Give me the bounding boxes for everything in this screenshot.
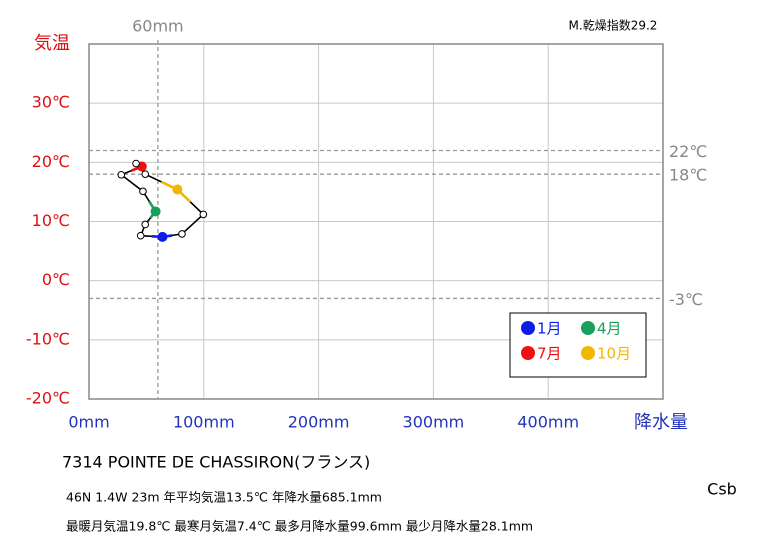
plot-frame <box>88 43 664 400</box>
x-tick-label: 100mm <box>173 413 235 432</box>
info-line: 最暖月気温19.8℃ 最寒月気温7.4℃ 最多月降水量99.6mm 最少月降水量… <box>66 519 533 534</box>
legend-label: 4月 <box>597 320 622 338</box>
x-axis-label: 降水量 <box>634 412 688 433</box>
reference-label: 18℃ <box>669 166 707 185</box>
x-tick-label: 0mm <box>68 413 109 432</box>
reference-label: -3℃ <box>669 290 703 309</box>
y-tick-label: -10℃ <box>26 329 70 348</box>
month-point <box>141 220 150 229</box>
climate-class: Csb <box>707 480 737 499</box>
reference-label: 60mm <box>132 17 184 36</box>
y-tick-label: 10℃ <box>32 211 70 230</box>
legend-marker <box>521 346 535 360</box>
y-tick-label: 30℃ <box>32 93 70 112</box>
month-point <box>172 184 183 195</box>
month-point <box>178 230 186 238</box>
legend-label: 1月 <box>537 320 562 338</box>
month-point <box>136 231 145 240</box>
info-line: 46N 1.4W 23m 年平均気温13.5℃ 年降水量685.1mm <box>66 490 382 505</box>
chart-title: 7314 POINTE DE CHASSIRON(フランス) <box>62 453 370 472</box>
legend-label: 7月 <box>537 345 562 363</box>
x-tick-label: 400mm <box>517 413 579 432</box>
y-tick-label: 0℃ <box>42 270 70 289</box>
legend-marker <box>581 321 595 335</box>
month-point <box>199 210 208 219</box>
y-tick-label: 20℃ <box>32 152 70 171</box>
month-point <box>117 170 126 179</box>
reference-label: 22℃ <box>669 142 707 161</box>
month-point <box>150 206 161 217</box>
x-tick-label: 300mm <box>403 413 465 432</box>
x-tick-label: 200mm <box>288 413 350 432</box>
month-point <box>132 159 140 168</box>
month-point <box>141 170 150 178</box>
legend-marker <box>521 321 535 335</box>
month-point <box>139 187 147 196</box>
y-tick-label: -20℃ <box>26 389 70 408</box>
legend-marker <box>581 346 595 360</box>
aridity-index: M.乾燥指数29.2 <box>569 18 658 33</box>
y-axis-label: 気温 <box>34 33 70 54</box>
month-point <box>157 231 168 242</box>
legend-label: 10月 <box>597 345 631 363</box>
